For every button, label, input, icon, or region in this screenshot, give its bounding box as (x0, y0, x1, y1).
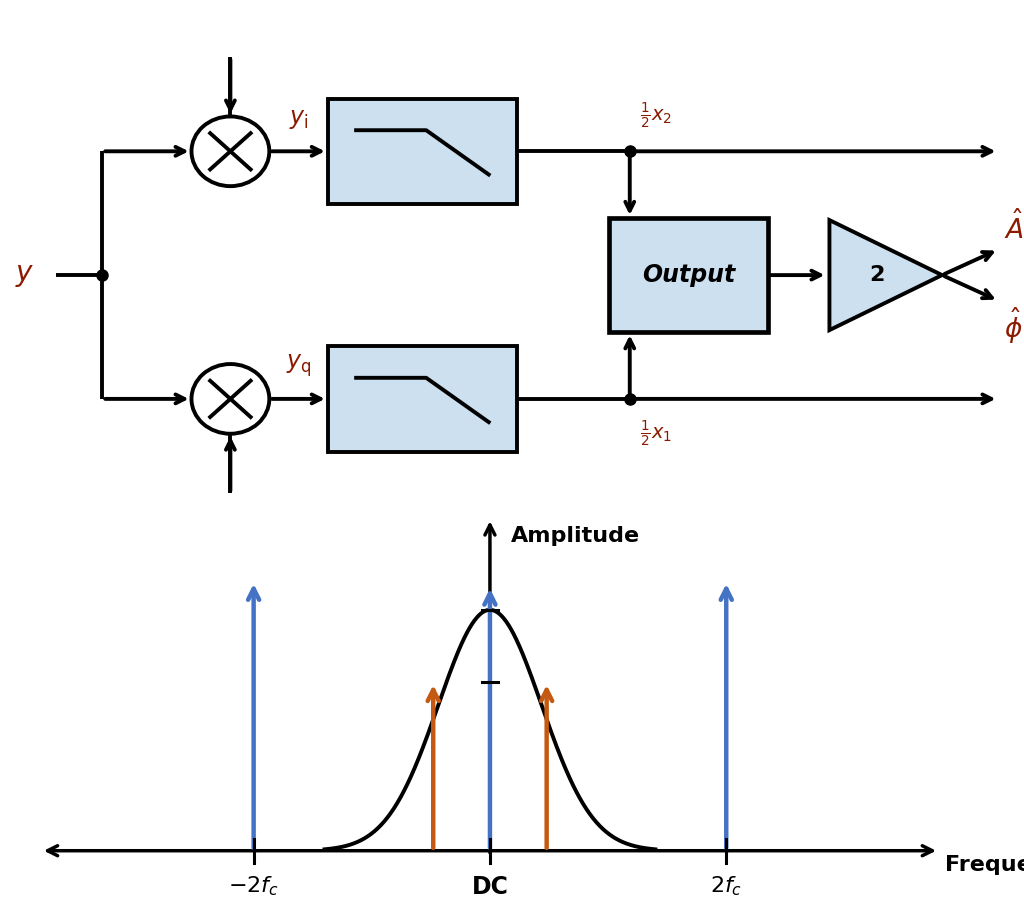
Text: DC: DC (471, 875, 508, 899)
Text: $y_{\rm q}$: $y_{\rm q}$ (286, 352, 311, 379)
Circle shape (191, 116, 269, 186)
Text: $f_{\rm lp}$: $f_{\rm lp}$ (370, 409, 392, 436)
Text: $y$: $y$ (15, 261, 35, 289)
Text: 2: 2 (869, 265, 885, 285)
Text: $\hat{A}$: $\hat{A}$ (1004, 211, 1023, 245)
Text: $\frac{1}{2}x_2$: $\frac{1}{2}x_2$ (640, 101, 672, 131)
FancyBboxPatch shape (328, 98, 517, 204)
Circle shape (191, 364, 269, 434)
Text: Output: Output (642, 263, 735, 287)
Text: Amplitude: Amplitude (511, 525, 640, 546)
Text: $\hat{\phi}$: $\hat{\phi}$ (1004, 305, 1022, 346)
FancyBboxPatch shape (328, 346, 517, 452)
Text: $f_{\rm lp}$: $f_{\rm lp}$ (370, 161, 392, 188)
Polygon shape (829, 220, 942, 330)
Text: Frequency: Frequency (945, 856, 1024, 875)
Text: $2f_c$: $2f_c$ (710, 875, 742, 899)
Text: $-2f_c$: $-2f_c$ (228, 875, 280, 899)
FancyBboxPatch shape (609, 218, 768, 333)
Text: $y_{\rm i}$: $y_{\rm i}$ (289, 107, 308, 131)
Text: $\frac{1}{2}x_1$: $\frac{1}{2}x_1$ (640, 419, 672, 449)
